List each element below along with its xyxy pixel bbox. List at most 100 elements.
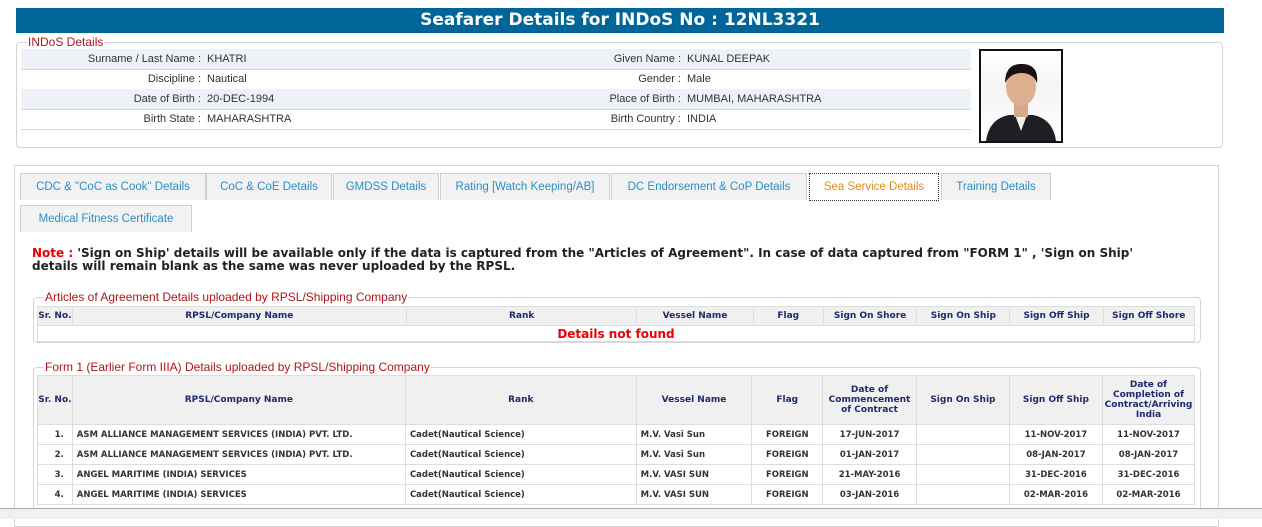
tab-gmdss-details[interactable]: GMDSS Details xyxy=(333,173,439,200)
field-value: MAHARASHTRA xyxy=(207,113,292,125)
table-cell xyxy=(915,464,1010,485)
column-header: Rank xyxy=(405,306,638,326)
column-header: Vessel Name xyxy=(635,375,753,425)
table-cell: ANGEL MARITIME (INDIA) SERVICES xyxy=(71,464,406,485)
tab-sea-service-details[interactable]: Sea Service Details xyxy=(809,173,939,201)
column-header: Date of Completion of Contract/Arriving … xyxy=(1101,375,1196,425)
table-cell: ASM ALLIANCE MANAGEMENT SERVICES (INDIA)… xyxy=(71,424,406,445)
table-cell: 31-DEC-2016 xyxy=(1101,464,1196,485)
indos-details: INDoS Details Surname / Last Name : KHATR… xyxy=(16,36,1223,148)
tab-training-details[interactable]: Training Details xyxy=(941,173,1051,200)
field-label: Birth Country : xyxy=(610,113,681,125)
table-cell: FOREIGN xyxy=(751,424,824,445)
table-row: 1. ASM ALLIANCE MANAGEMENT SERVICES (INDI… xyxy=(37,424,1196,445)
column-header: Flag xyxy=(751,375,824,425)
indos-row: Surname / Last Name : KHATRI Given Name : K… xyxy=(21,49,971,70)
table-cell xyxy=(915,484,1010,505)
table-cell: 2. xyxy=(37,444,73,465)
table-cell: Cadet(Nautical Science) xyxy=(404,464,637,485)
field-label: Surname / Last Name : xyxy=(87,53,201,65)
column-header: Flag xyxy=(752,306,824,326)
column-header: Rank xyxy=(404,375,637,425)
articles-fieldset: Articles of Agreement Details uploaded b… xyxy=(33,291,1201,343)
table-cell: M.V. VASI SUN xyxy=(635,464,753,485)
table-cell: 03-JAN-2016 xyxy=(822,484,917,505)
table-cell: ASM ALLIANCE MANAGEMENT SERVICES (INDIA)… xyxy=(71,444,406,465)
table-cell: 02-MAR-2016 xyxy=(1008,484,1103,505)
tab-medical-fitness-certificate[interactable]: Medical Fitness Certificate xyxy=(20,205,192,232)
empty-message: Details not found xyxy=(37,325,1195,342)
column-header: Sign On Shore xyxy=(822,306,918,326)
indos-row: Discipline : Nautical Gender : Male xyxy=(21,69,971,90)
table-cell: M.V. Vasi Sun xyxy=(635,444,753,465)
table-cell: ANGEL MARITIME (INDIA) SERVICES xyxy=(71,484,406,505)
table-cell: FOREIGN xyxy=(751,444,824,465)
tab-coc-coe-details[interactable]: CoC & CoE Details xyxy=(206,173,332,200)
column-header: RPSL/Company Name xyxy=(71,306,407,326)
field-value: KHATRI xyxy=(207,53,247,65)
column-header: Vessel Name xyxy=(636,306,754,326)
table-cell: Cadet(Nautical Science) xyxy=(404,484,637,505)
table-cell: 1. xyxy=(37,424,73,445)
indos-legend: INDoS Details xyxy=(27,35,105,49)
articles-legend: Articles of Agreement Details uploaded b… xyxy=(44,290,409,304)
column-header: Sr. No. xyxy=(37,306,73,326)
field-label: Discipline : xyxy=(147,73,201,85)
table-cell: 31-DEC-2016 xyxy=(1008,464,1103,485)
table-cell: 11-NOV-2017 xyxy=(1101,424,1196,445)
table-cell: FOREIGN xyxy=(751,484,824,505)
field-value: Male xyxy=(687,73,711,85)
table-cell: 3. xyxy=(37,464,73,485)
field-label: Date of Birth : xyxy=(133,93,201,105)
table-cell: M.V. VASI SUN xyxy=(635,484,753,505)
table-cell: 08-JAN-2017 xyxy=(1101,444,1196,465)
column-header: Sign On Ship xyxy=(915,375,1010,425)
field-label: Birth State : xyxy=(143,113,201,125)
field-value: MUMBAI, MAHARASHTRA xyxy=(687,93,822,105)
field-label: Given Name : xyxy=(613,53,681,65)
table-cell: FOREIGN xyxy=(751,464,824,485)
table-row: 2. ASM ALLIANCE MANAGEMENT SERVICES (INDI… xyxy=(37,444,1196,465)
table-row: 4. ANGEL MARITIME (INDIA) SERVICES Cadet(N… xyxy=(37,484,1196,505)
status-bar xyxy=(0,508,1262,519)
field-value: INDIA xyxy=(687,113,717,125)
table-cell: 02-MAR-2016 xyxy=(1101,484,1196,505)
tab-rating-watch-keeping-ab[interactable]: Rating [Watch Keeping/AB] xyxy=(440,173,610,200)
articles-table: Sr. No. RPSL/Company Name Rank Vessel Name F… xyxy=(37,306,1196,342)
table-cell: 08-JAN-2017 xyxy=(1008,444,1103,465)
table-cell: M.V. Vasi Sun xyxy=(635,424,753,445)
column-header: RPSL/Company Name xyxy=(71,375,406,425)
field-value: Nautical xyxy=(207,73,247,85)
note: Note : 'Sign on Ship' details will be av… xyxy=(32,247,1182,273)
table-cell: Cadet(Nautical Science) xyxy=(404,444,637,465)
table-cell: 21-MAY-2016 xyxy=(822,464,917,485)
field-label: Place of Birth : xyxy=(609,93,681,105)
form1-table: Sr. No. RPSL/Company Name Rank Vessel Name F… xyxy=(37,375,1196,505)
tab-cdc-coc-as-cook-details[interactable]: CDC & "CoC as Cook" Details xyxy=(20,173,206,200)
indos-row: Date of Birth : 20-DEC-1994 Place of Birth… xyxy=(21,89,971,110)
indos-row: Birth State : MAHARASHTRA Birth Country : I… xyxy=(21,109,971,130)
column-header: Sign Off Ship xyxy=(1009,306,1104,326)
column-header: Date of Commencement of Contract xyxy=(822,375,917,425)
table-cell: 01-JAN-2017 xyxy=(822,444,917,465)
table-row: 3. ANGEL MARITIME (INDIA) SERVICES Cadet(N… xyxy=(37,464,1196,485)
note-label: Note : xyxy=(32,246,74,260)
column-header: Sign On Ship xyxy=(916,306,1011,326)
tab-dc-endorsement-cop-details[interactable]: DC Endorsement & CoP Details xyxy=(611,173,807,200)
table-cell: 4. xyxy=(37,484,73,505)
page-title: Seafarer Details for INDoS No : 12NL3321 xyxy=(16,8,1224,33)
table-cell xyxy=(915,444,1010,465)
form1-legend: Form 1 (Earlier Form IIIA) Details uploa… xyxy=(44,360,431,374)
field-label: Gender : xyxy=(638,73,681,85)
field-value: KUNAL DEEPAK xyxy=(687,53,771,65)
note-text: 'Sign on Ship' details will be available… xyxy=(32,246,1134,273)
field-value: 20-DEC-1994 xyxy=(207,93,275,105)
table-cell: 11-NOV-2017 xyxy=(1008,424,1103,445)
table-cell xyxy=(915,424,1010,445)
column-header: Sign Off Ship xyxy=(1008,375,1103,425)
column-header: Sign Off Shore xyxy=(1102,306,1196,326)
column-header: Sr. No. xyxy=(37,375,73,425)
seafarer-photo xyxy=(979,49,1063,143)
table-cell: Cadet(Nautical Science) xyxy=(404,424,637,445)
table-cell: 17-JUN-2017 xyxy=(822,424,917,445)
